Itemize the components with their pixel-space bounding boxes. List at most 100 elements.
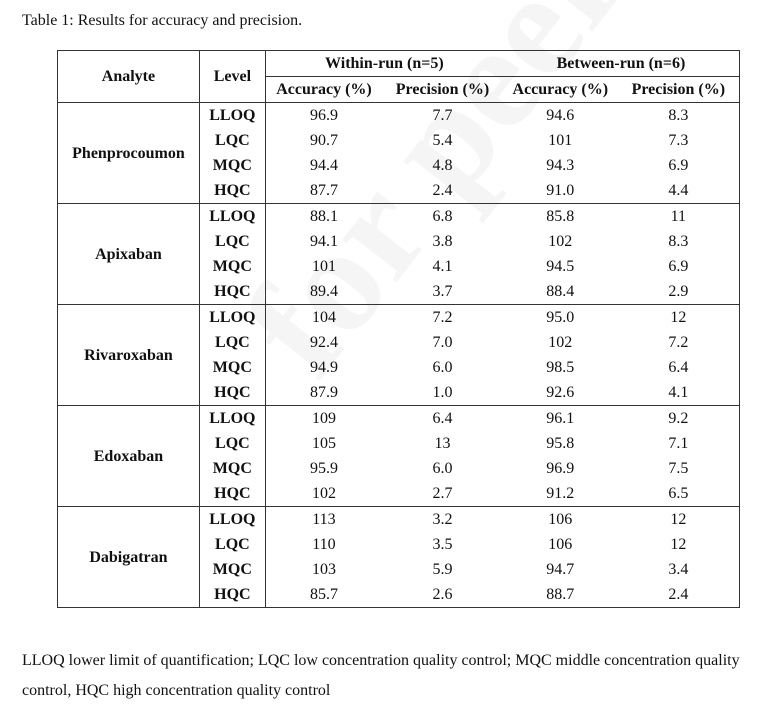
header-analyte: Analyte (57, 50, 200, 103)
within-accuracy-cell: 101 (264, 254, 383, 279)
level-cell: MQC (198, 456, 266, 481)
level-cell: HQC (198, 380, 266, 406)
between-accuracy-cell: 98.5 (546, 359, 575, 376)
between-precision-cell: 12 (670, 309, 687, 326)
between-precision-cell: 2.4 (617, 582, 740, 608)
level-cell: LLOQ (198, 203, 266, 229)
table-row: Dabigatran LLOQ 113 3.2 106 12 (57, 506, 740, 608)
within-precision-cell: 4.8 (432, 157, 453, 174)
table-row: Edoxaban LLOQ 109 6.4 96.1 9.2 (57, 405, 740, 507)
level-cell: HQC (198, 178, 266, 204)
between-precision-cell: 8.3 (668, 233, 689, 250)
table-row: MQC 94.9 6.0 98.5 6.4 (58, 355, 740, 380)
within-accuracy-cell: 109 (264, 405, 383, 431)
between-precision-cell: 6.9 (668, 258, 689, 275)
between-precision-cell: 7.5 (668, 460, 689, 477)
level-cell: LLOQ (198, 506, 266, 532)
between-accuracy-cell: 96.1 (546, 410, 575, 427)
within-accuracy-cell: 94.1 (264, 229, 383, 254)
within-precision-cell: 7.7 (432, 107, 453, 124)
level-cell: LLOQ (198, 102, 266, 128)
table-row: Rivaroxaban LLOQ 104 7.2 95.0 12 (57, 304, 740, 406)
between-accuracy-cell: 85.8 (546, 208, 575, 225)
within-accuracy-cell: 89.4 (264, 279, 383, 305)
within-accuracy-cell: 88.1 (264, 203, 383, 229)
level-cell: LQC (198, 431, 266, 456)
between-accuracy-cell: 88.7 (502, 582, 618, 608)
header-row-sub: Accuracy (%) Precision (%) Accuracy (%) … (58, 76, 740, 103)
level-cell: LLOQ (198, 405, 266, 431)
between-precision-cell: 12 (670, 536, 687, 553)
within-accuracy-cell: 96.9 (264, 102, 383, 128)
table-row: HQC 89.4 3.7 88.4 2.9 (58, 279, 740, 305)
between-accuracy-cell: 102 (548, 233, 573, 250)
level-cell: LQC (198, 229, 266, 254)
within-accuracy-cell: 103 (264, 557, 383, 582)
between-accuracy-cell: 92.6 (502, 380, 618, 406)
within-precision-cell: 5.4 (432, 132, 453, 149)
results-table: Analyte Level Within-run (n=5) Between-r… (57, 50, 740, 608)
between-accuracy-cell: 106 (548, 511, 573, 528)
table-row: Apixaban LLOQ 88.1 6.8 85.8 11 (57, 203, 740, 305)
table-row: LQC 92.4 7.0 102 7.2 (58, 330, 740, 355)
between-accuracy-cell: 96.9 (546, 460, 575, 477)
between-accuracy-cell: 95.8 (546, 435, 575, 452)
between-precision-cell: 7.3 (668, 132, 689, 149)
between-precision-cell: 4.4 (617, 178, 740, 204)
within-precision-cell: 2.7 (382, 481, 503, 507)
table-row: HQC 87.7 2.4 91.0 4.4 (58, 178, 740, 204)
table-row: MQC 101 4.1 94.5 6.9 (58, 254, 740, 279)
table-row: LQC 110 3.5 106 12 (58, 532, 740, 557)
within-precision-cell: 2.6 (382, 582, 503, 608)
header-between-precision: Precision (%) (617, 76, 740, 103)
header-within-accuracy: Accuracy (%) (264, 76, 383, 103)
between-precision-cell: 7.1 (668, 435, 689, 452)
between-precision-cell: 12 (670, 511, 687, 528)
footnote: LLOQ lower limit of quantification; LQC … (22, 652, 740, 699)
between-accuracy-cell: 88.4 (502, 279, 618, 305)
within-accuracy-cell: 87.7 (264, 178, 383, 204)
analyte-cell: Dabigatran (57, 506, 200, 608)
within-accuracy-cell: 113 (264, 506, 383, 532)
table-body: Phenprocoumon LLOQ 96.9 7.7 94.6 8.3 LQC 90.7 5.… (57, 102, 740, 608)
table-row: HQC 87.9 1.0 92.6 4.1 (58, 380, 740, 406)
within-accuracy-cell: 92.4 (264, 330, 383, 355)
table-row: HQC 85.7 2.6 88.7 2.4 (58, 582, 740, 608)
within-precision-cell: 6.4 (432, 410, 453, 427)
within-precision-cell: 5.9 (432, 561, 453, 578)
between-precision-cell: 6.9 (668, 157, 689, 174)
within-accuracy-cell: 87.9 (264, 380, 383, 406)
within-precision-cell: 3.8 (432, 233, 453, 250)
between-accuracy-cell: 94.3 (546, 157, 575, 174)
level-cell: LQC (198, 330, 266, 355)
level-cell: MQC (198, 355, 266, 380)
level-cell: MQC (198, 557, 266, 582)
within-accuracy-cell: 104 (264, 304, 383, 330)
header-between-run: Between-run (n=6) (502, 50, 740, 77)
between-precision-cell: 6.4 (668, 359, 689, 376)
within-precision-cell: 7.0 (432, 334, 453, 351)
header-within-run: Within-run (n=5) (264, 50, 503, 77)
level-cell: HQC (198, 582, 266, 608)
within-accuracy-cell: 95.9 (264, 456, 383, 481)
level-cell: MQC (198, 254, 266, 279)
between-accuracy-cell: 91.0 (502, 178, 618, 204)
level-cell: LQC (198, 532, 266, 557)
level-cell: LQC (198, 128, 266, 153)
header-within-precision: Precision (%) (382, 76, 503, 103)
between-precision-cell: 4.1 (617, 380, 740, 406)
level-cell: HQC (198, 481, 266, 507)
between-precision-cell: 3.4 (668, 561, 689, 578)
table-row: LQC 105 13 95.8 7.1 (58, 431, 740, 456)
table-row: MQC 95.9 6.0 96.9 7.5 (58, 456, 740, 481)
header-level: Level (198, 50, 266, 103)
within-precision-cell: 6.0 (432, 460, 453, 477)
between-precision-cell: 2.9 (617, 279, 740, 305)
table-row: MQC 103 5.9 94.7 3.4 (58, 557, 740, 582)
within-precision-cell: 6.8 (432, 208, 453, 225)
header-row-top: Analyte Level Within-run (n=5) Between-r… (57, 50, 740, 103)
within-accuracy-cell: 94.4 (264, 153, 383, 178)
within-precision-cell: 3.7 (382, 279, 503, 305)
analyte-cell: Apixaban (57, 203, 200, 305)
within-precision-cell: 4.1 (432, 258, 453, 275)
